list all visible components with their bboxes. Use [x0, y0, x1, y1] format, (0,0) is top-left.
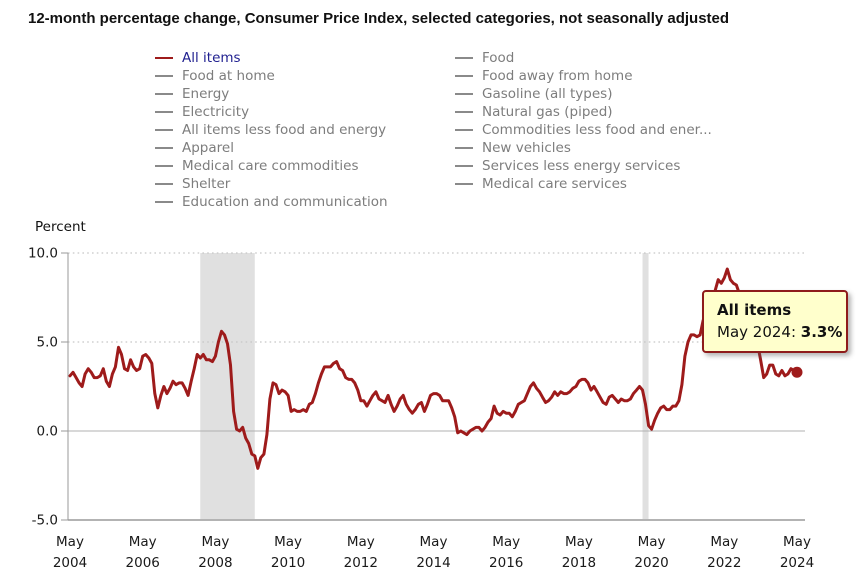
legend-item-shelter[interactable]: Shelter: [155, 175, 388, 193]
legend-item-label: Apparel: [182, 140, 234, 156]
legend-swatch-icon: [155, 129, 173, 131]
x-tick-label-year: 2020: [634, 555, 668, 571]
y-tick-label: 10.0: [28, 246, 58, 262]
legend-swatch-icon: [155, 57, 173, 59]
legend-item-energy[interactable]: Energy: [155, 85, 388, 103]
y-tick-label: 5.0: [37, 335, 58, 351]
x-tick-label-month: May: [565, 534, 593, 550]
x-tick-label-year: 2014: [416, 555, 450, 571]
legend-item-label: All items less food and energy: [182, 122, 387, 138]
tooltip-date-label: May 2024:: [717, 323, 797, 341]
legend-column-left: All items Food at home Energy Electricity Al…: [155, 49, 388, 211]
legend-swatch-icon: [455, 183, 473, 185]
legend-item-label: Services less energy services: [482, 158, 681, 174]
cpi-line-chart[interactable]: 10.0 5.0 0.0 -5.0 May 2004 May 2006 May 2008 May 20…: [0, 240, 863, 571]
recession-band: [200, 253, 255, 519]
latest-point-marker[interactable]: [791, 366, 803, 378]
legend-item-label: Education and communication: [182, 194, 388, 210]
x-tick-label-month: May: [638, 534, 666, 550]
legend-swatch-icon: [155, 183, 173, 185]
tooltip-value: 3.3%: [800, 323, 843, 341]
legend-swatch-icon: [155, 75, 173, 77]
legend-item-food-away-from-home[interactable]: Food away from home: [455, 67, 712, 85]
x-tick-label-month: May: [710, 534, 738, 550]
y-tick-label: 0.0: [37, 424, 58, 440]
legend-item-apparel[interactable]: Apparel: [155, 139, 388, 157]
legend-item-label: Medical care services: [482, 176, 627, 192]
legend-item-food-at-home[interactable]: Food at home: [155, 67, 388, 85]
x-tick-label-month: May: [347, 534, 375, 550]
legend-swatch-icon: [455, 147, 473, 149]
legend-swatch-icon: [455, 129, 473, 131]
y-tick-label: -5.0: [32, 513, 58, 529]
legend-item-commodities-less-food-and-ener[interactable]: Commodities less food and ener...: [455, 121, 712, 139]
legend-item-services-less-energy-services[interactable]: Services less energy services: [455, 157, 712, 175]
legend-column-right: Food Food away from home Gasoline (all typ…: [455, 49, 712, 193]
x-tick-label-year: 2024: [780, 555, 814, 571]
legend-item-label: Gasoline (all types): [482, 86, 613, 102]
x-tick-label-year: 2016: [489, 555, 523, 571]
x-tick-label-year: 2012: [344, 555, 378, 571]
legend-swatch-icon: [455, 165, 473, 167]
legend-swatch-icon: [155, 111, 173, 113]
x-tick-label-year: 2022: [707, 555, 741, 571]
legend-item-label: All items: [182, 50, 241, 66]
x-tick-label-year: 2004: [53, 555, 87, 571]
legend-swatch-icon: [155, 147, 173, 149]
all-items-series-line[interactable]: [68, 267, 799, 470]
legend-item-label: Natural gas (piped): [482, 104, 613, 120]
legend-item-natural-gas-piped[interactable]: Natural gas (piped): [455, 103, 712, 121]
legend-item-label: Food: [482, 50, 515, 66]
legend-item-label: Energy: [182, 86, 230, 102]
x-tick-label-month: May: [56, 534, 84, 550]
data-point-tooltip: All items May 2024: 3.3%: [702, 290, 848, 353]
x-tick-label-year: 2018: [562, 555, 596, 571]
legend-item-label: New vehicles: [482, 140, 571, 156]
legend-item-label: Shelter: [182, 176, 231, 192]
page-title: 12-month percentage change, Consumer Pri…: [28, 10, 730, 27]
legend-item-label: Food away from home: [482, 68, 633, 84]
x-tick-label-month: May: [274, 534, 302, 550]
legend-item-label: Medical care commodities: [182, 158, 359, 174]
legend-item-label: Food at home: [182, 68, 275, 84]
legend-swatch-icon: [455, 111, 473, 113]
x-tick-label-month: May: [201, 534, 229, 550]
legend-swatch-icon: [155, 201, 173, 203]
x-tick-label-month: May: [783, 534, 811, 550]
x-tick-label-year: 2008: [198, 555, 232, 571]
x-tick-label-year: 2006: [126, 555, 160, 571]
legend-swatch-icon: [155, 93, 173, 95]
x-tick-label-month: May: [492, 534, 520, 550]
x-tick-label-month: May: [420, 534, 448, 550]
legend-swatch-icon: [455, 57, 473, 59]
legend-swatch-icon: [455, 75, 473, 77]
legend-item-food[interactable]: Food: [455, 49, 712, 67]
legend-item-all-items[interactable]: All items: [155, 49, 388, 67]
legend-item-label: Electricity: [182, 104, 250, 120]
x-tick-label-month: May: [129, 534, 157, 550]
legend-item-electricity[interactable]: Electricity: [155, 103, 388, 121]
legend-item-medical-care-services[interactable]: Medical care services: [455, 175, 712, 193]
legend-item-education-and-communication[interactable]: Education and communication: [155, 193, 388, 211]
recession-band: [642, 253, 649, 519]
legend-swatch-icon: [455, 93, 473, 95]
legend-item-label: Commodities less food and ener...: [482, 122, 712, 138]
legend-item-medical-care-commodities[interactable]: Medical care commodities: [155, 157, 388, 175]
tooltip-series-name: All items: [717, 301, 792, 319]
legend-item-all-items-less-food-and-energy[interactable]: All items less food and energy: [155, 121, 388, 139]
legend-item-gasoline-all-types[interactable]: Gasoline (all types): [455, 85, 712, 103]
legend-item-new-vehicles[interactable]: New vehicles: [455, 139, 712, 157]
y-axis-unit-label: Percent: [35, 219, 86, 235]
x-tick-label-year: 2010: [271, 555, 305, 571]
tooltip-value-line: May 2024: 3.3%: [717, 323, 842, 341]
legend-swatch-icon: [155, 165, 173, 167]
